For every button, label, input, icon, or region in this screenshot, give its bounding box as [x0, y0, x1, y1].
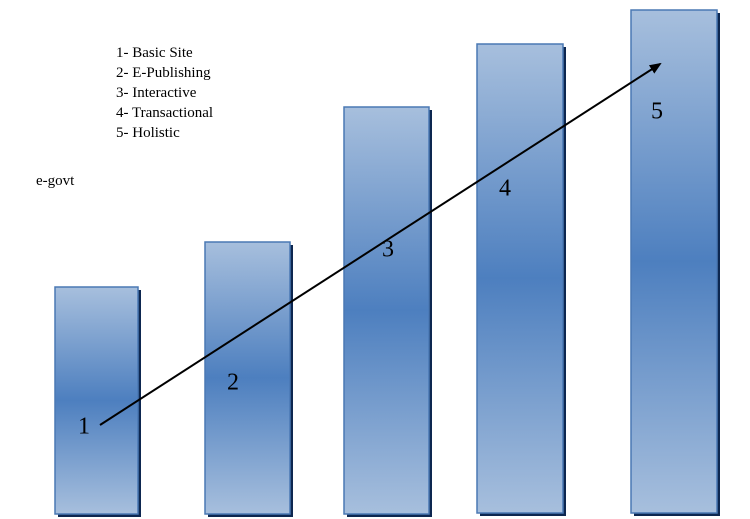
egovt-label: e-govt: [36, 173, 75, 189]
stage-number-label: 4: [499, 176, 511, 202]
legend-item: 2- E-Publishing: [116, 65, 211, 81]
stage-number-label: 1: [78, 414, 90, 440]
stage-bar-1: [54, 286, 139, 515]
stage-bar-4: [476, 43, 564, 514]
stage-number-label: 3: [382, 237, 394, 263]
legend-item: 4- Transactional: [116, 105, 214, 121]
legend-item: 1- Basic Site: [116, 45, 193, 61]
stage-number-label: 5: [651, 99, 663, 125]
stage-bar-5: [630, 9, 718, 514]
legend-item: 5- Holistic: [116, 125, 180, 141]
legend-item: 3- Interactive: [116, 85, 197, 101]
growth-arrow: [99, 62, 662, 426]
stage-bar-3: [343, 106, 430, 515]
stage-number-label: 2: [227, 370, 239, 396]
stage-bar-2: [204, 241, 291, 515]
stage-legend: 1- Basic Site 2- E-Publishing 3- Interac…: [116, 43, 213, 143]
